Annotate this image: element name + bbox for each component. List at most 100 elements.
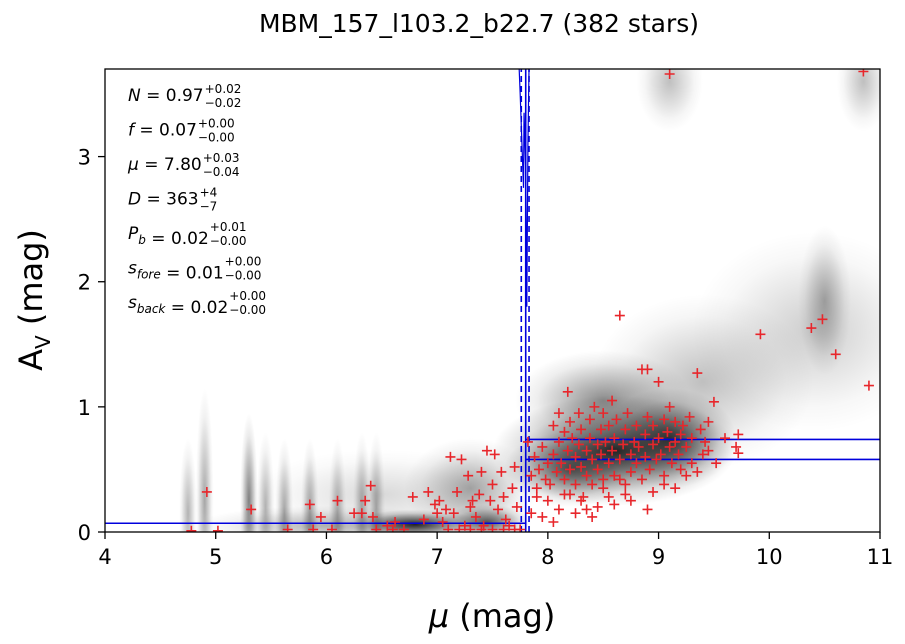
star-point — [534, 464, 544, 475]
star-point — [452, 486, 463, 497]
parameter-s-fore: sfore = 0.01 — [128, 259, 224, 284]
star-point — [308, 524, 319, 532]
star-point — [507, 483, 518, 494]
star-point — [603, 420, 614, 431]
y-axis-ticks: 0 1 2 3 — [78, 146, 105, 545]
star-point — [315, 511, 326, 522]
star-point — [498, 491, 509, 502]
x-axis-label-unit: (mag) — [449, 597, 555, 635]
star-point — [611, 414, 622, 425]
star-point — [755, 329, 766, 340]
parameter-error-lower: −7 — [200, 200, 218, 214]
density-blob — [636, 69, 703, 132]
star-point — [692, 368, 703, 379]
density-blob — [256, 431, 275, 532]
star-point — [570, 451, 581, 462]
star-point — [367, 511, 378, 522]
star-point — [509, 524, 520, 532]
star-point — [485, 495, 496, 506]
star-point — [496, 466, 507, 477]
plot-frame — [104, 68, 881, 533]
star-point — [631, 420, 642, 431]
star-point — [465, 501, 476, 512]
star-point — [581, 504, 592, 515]
y-tick-label: 0 — [78, 521, 91, 545]
star-point — [587, 479, 598, 490]
star-point — [587, 454, 598, 465]
star-point — [382, 520, 393, 531]
parameter-error-upper: +0.00 — [225, 255, 262, 269]
star-point — [708, 396, 719, 407]
star-point — [596, 449, 606, 460]
parameter-error-upper: +0.02 — [205, 82, 242, 96]
star-point — [504, 520, 515, 531]
star-point — [487, 524, 498, 532]
star-point — [537, 511, 548, 522]
star-point — [633, 441, 644, 452]
star-point — [551, 466, 562, 477]
star-point — [365, 480, 376, 491]
star-point — [526, 470, 537, 481]
star-point — [731, 441, 742, 452]
x-axis-label: μ (mag) — [428, 597, 556, 635]
chart-title: MBM_157_l103.2_b22.7 (382 stars) — [259, 9, 699, 38]
star-point — [511, 501, 522, 512]
star-point — [596, 424, 606, 435]
star-point — [282, 524, 293, 532]
star-point — [567, 433, 578, 444]
star-point — [642, 411, 653, 422]
star-point — [553, 408, 564, 419]
star-point — [686, 433, 697, 444]
star-point — [659, 414, 670, 425]
star-point — [559, 474, 570, 485]
star-point — [598, 474, 609, 485]
star-point — [858, 69, 869, 77]
star-point — [326, 524, 337, 532]
star-point — [398, 524, 409, 532]
star-point — [620, 489, 631, 500]
density-blob — [179, 438, 197, 532]
star-point — [603, 458, 614, 469]
star-point — [481, 445, 492, 456]
star-point — [548, 516, 559, 527]
star-point — [670, 416, 681, 427]
star-point — [659, 479, 670, 490]
star-point — [653, 433, 664, 444]
star-point — [609, 470, 620, 481]
star-point — [407, 491, 418, 502]
star-point — [186, 525, 197, 532]
density-blob — [328, 438, 347, 532]
star-point — [629, 436, 640, 447]
y-axis-label: AV (mag) — [12, 229, 55, 371]
star-point — [607, 395, 618, 406]
star-point — [640, 429, 651, 440]
density-blob — [367, 431, 386, 532]
star-point — [598, 408, 609, 419]
star-point — [806, 323, 817, 334]
star-point — [625, 466, 636, 477]
star-point — [531, 491, 542, 502]
star-point — [542, 495, 553, 506]
star-point — [592, 501, 603, 512]
star-point — [625, 495, 636, 506]
star-point — [522, 436, 533, 447]
star-point — [653, 376, 664, 387]
star-point — [474, 489, 485, 500]
star-point — [584, 414, 595, 425]
x-tick-label: 7 — [430, 545, 443, 569]
star-point — [697, 449, 708, 460]
star-point — [584, 433, 595, 444]
x-axis-label-symbol: μ — [428, 597, 449, 635]
star-point — [445, 451, 456, 462]
star-point — [434, 495, 445, 506]
x-tick-label: 11 — [867, 545, 894, 569]
star-point — [500, 514, 511, 525]
star-point — [467, 495, 478, 506]
star-point — [692, 466, 703, 477]
star-point — [592, 439, 603, 450]
star-point — [695, 424, 706, 435]
star-point — [666, 458, 677, 469]
star-point — [542, 458, 553, 469]
star-point — [625, 449, 636, 460]
star-point — [562, 386, 573, 397]
